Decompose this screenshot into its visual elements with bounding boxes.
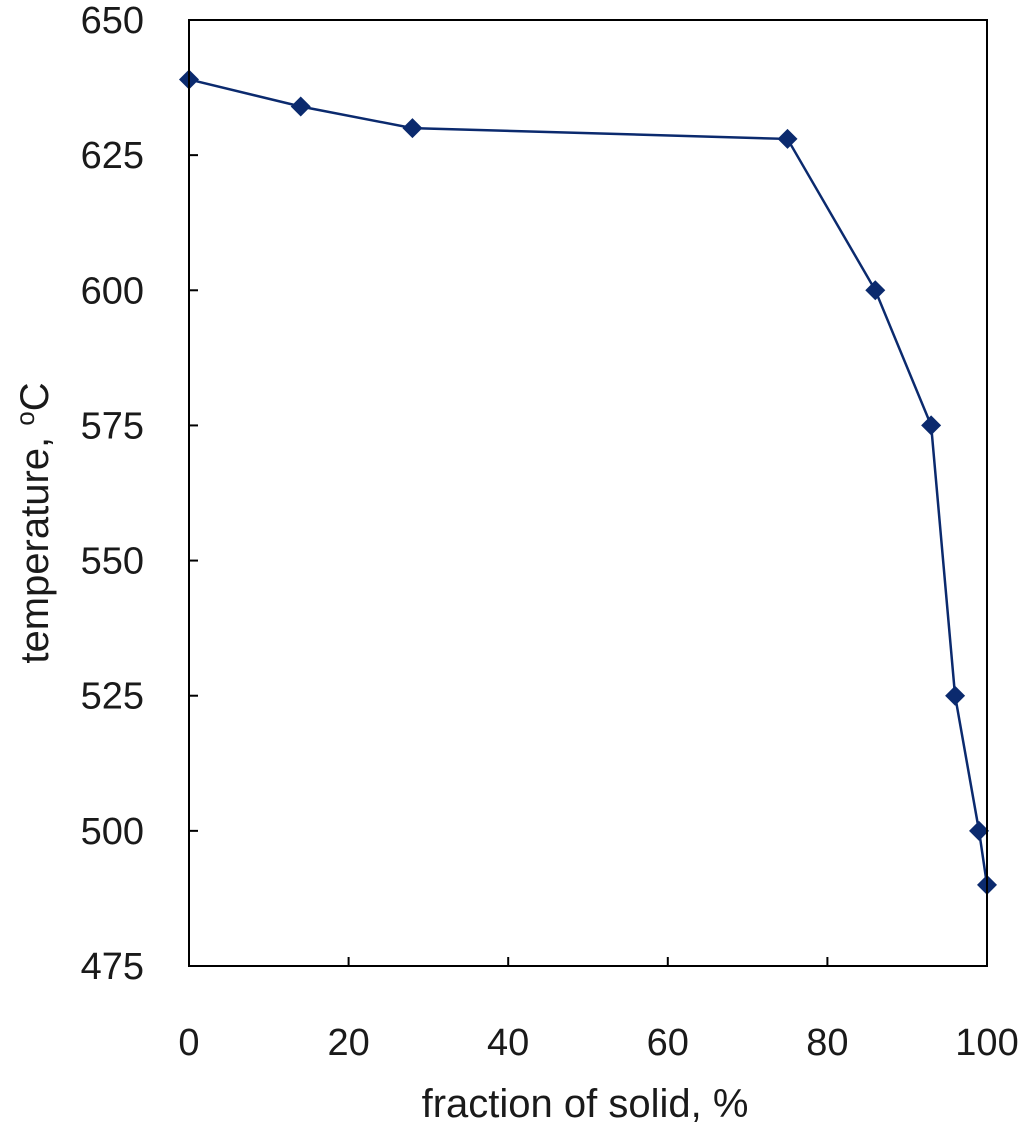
y-axis-title-unit: C (13, 382, 57, 411)
x-tick-label: 60 (647, 1022, 689, 1064)
series-group (179, 69, 997, 895)
y-axis-title: temperature, oC (10, 382, 57, 663)
y-tick-label: 525 (81, 676, 144, 718)
y-tick-label: 625 (81, 135, 144, 177)
x-tick-label: 0 (178, 1022, 199, 1064)
y-tick-label: 600 (81, 270, 144, 312)
y-tick-label: 475 (81, 946, 144, 988)
y-axis: 475 500 525 550 575 600 625 650 (81, 0, 198, 988)
x-tick-label: 100 (955, 1022, 1018, 1064)
x-axis-title: fraction of solid, % (422, 1082, 749, 1126)
y-tick-label: 500 (81, 811, 144, 853)
data-point-marker (290, 96, 311, 117)
x-tick-label: 40 (487, 1022, 529, 1064)
plot-area-frame (188, 19, 988, 967)
y-axis-title-main: temperature, (13, 426, 57, 664)
data-point-marker (865, 280, 886, 301)
y-tick-label: 575 (81, 405, 144, 447)
y-tick-label: 650 (81, 0, 144, 42)
series-line (188, 78, 989, 886)
data-point-marker (921, 415, 942, 436)
y-tick-label: 550 (81, 541, 144, 583)
data-point-marker (969, 820, 990, 841)
x-tick-label: 80 (806, 1022, 848, 1064)
data-point-marker (777, 128, 798, 149)
x-tick-label: 20 (327, 1022, 369, 1064)
y-axis-title-degree-sign: o (10, 411, 40, 425)
data-point-marker (945, 685, 966, 706)
x-axis: 0 20 40 60 80 100 (178, 957, 1019, 1064)
data-point-marker (402, 118, 423, 139)
